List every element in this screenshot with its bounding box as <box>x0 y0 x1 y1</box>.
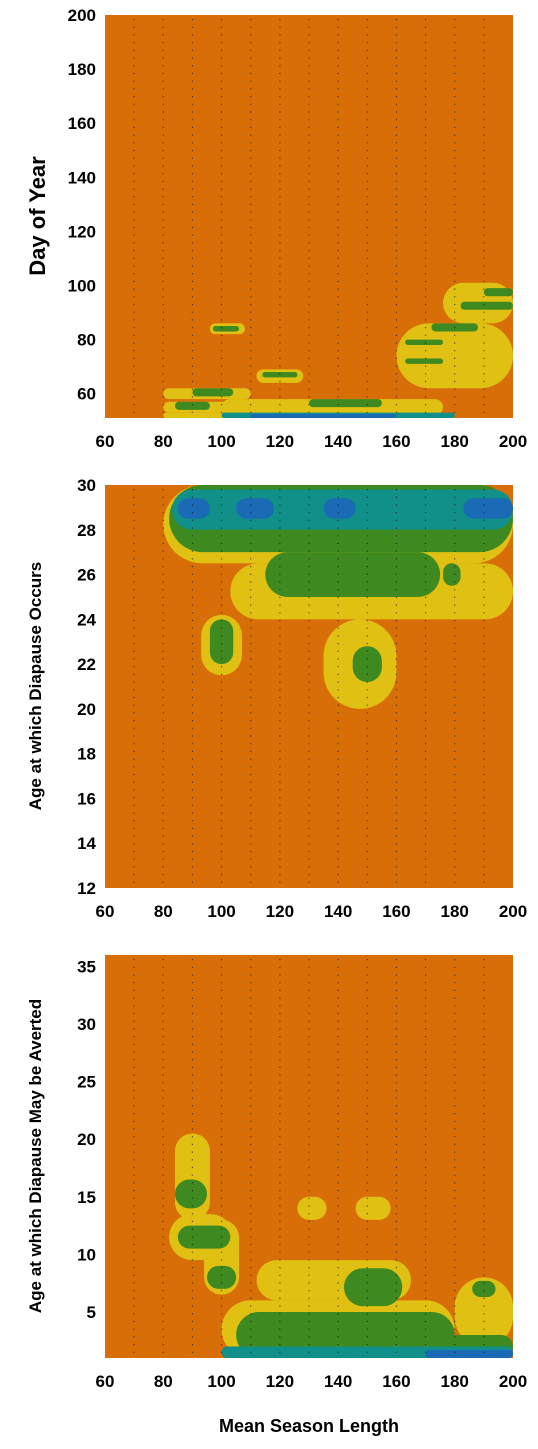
y-tick-label: 160 <box>68 114 96 133</box>
contour-region-mid <box>352 646 382 683</box>
x-tick-label: 160 <box>382 432 410 451</box>
y-tick-label: 60 <box>77 385 96 404</box>
y-tick-label: 20 <box>77 1130 96 1149</box>
contour-region-mid <box>207 1265 237 1289</box>
x-tick-label: 140 <box>324 1372 352 1391</box>
x-tick-label: 140 <box>324 432 352 451</box>
contour-region-low <box>396 323 513 389</box>
contour-region-mid <box>174 401 210 410</box>
y-axis-label-2: Age at which Diapause Occurs <box>26 562 45 810</box>
x-ticks-1: 60 80 100 120 140 160 180 200 <box>96 432 528 451</box>
y-tick-label: 5 <box>87 1303 96 1322</box>
y-tick-label: 14 <box>77 834 96 853</box>
x-tick-label: 80 <box>154 432 173 451</box>
contour-region-peak <box>236 498 275 519</box>
y-axis-label-1: Day of Year <box>25 156 50 276</box>
x-axis-label: Mean Season Length <box>219 1416 399 1436</box>
heatmap-regions-1 <box>163 282 513 418</box>
x-tick-label: 200 <box>499 432 527 451</box>
contour-region-mid <box>192 388 234 397</box>
contour-region-mid <box>309 399 382 408</box>
x-tick-label: 120 <box>266 432 294 451</box>
contour-region-low <box>454 1277 513 1347</box>
y-ticks-1: 60 80 100 120 140 160 180 200 <box>68 6 96 404</box>
y-tick-label: 24 <box>77 610 96 629</box>
y-tick-label: 12 <box>77 879 96 898</box>
y-tick-label: 30 <box>77 1015 96 1034</box>
contour-region-mid <box>262 372 298 378</box>
contour-region-mid <box>483 288 513 297</box>
contour-region-mid <box>343 1268 403 1307</box>
y-tick-label: 100 <box>68 276 96 295</box>
x-tick-label: 200 <box>499 1372 527 1391</box>
contour-region-low <box>355 1196 391 1220</box>
y-tick-label: 18 <box>77 745 96 764</box>
contour-region-peak <box>323 498 356 519</box>
panel-3: 60 80 100 120 140 160 180 200 5 10 15 20 25 30 35 Age… <box>26 955 527 1391</box>
x-tick-label: 120 <box>266 902 294 921</box>
x-tick-label: 100 <box>207 1372 235 1391</box>
contour-region-mid <box>460 301 513 310</box>
contour-region-mid <box>472 1280 496 1297</box>
contour-region-mid <box>177 1225 231 1249</box>
x-tick-label: 60 <box>96 432 115 451</box>
contour-region-peak <box>463 498 513 519</box>
y-tick-label: 200 <box>68 6 96 25</box>
contour-region-mid <box>174 1179 207 1209</box>
x-tick-label: 100 <box>207 902 235 921</box>
x-ticks-2: 60 80 100 120 140 160 180 200 <box>96 902 528 921</box>
y-tick-label: 120 <box>68 222 96 241</box>
y-tick-label: 26 <box>77 566 96 585</box>
y-tick-label: 25 <box>77 1073 96 1092</box>
x-tick-label: 60 <box>96 1372 115 1391</box>
x-tick-label: 60 <box>96 902 115 921</box>
contour-region-mid <box>405 358 444 364</box>
y-tick-label: 30 <box>77 476 96 495</box>
x-tick-label: 200 <box>499 902 527 921</box>
x-tick-label: 160 <box>382 1372 410 1391</box>
y-tick-label: 140 <box>68 168 96 187</box>
y-tick-label: 80 <box>77 331 96 350</box>
y-tick-label: 20 <box>77 700 96 719</box>
x-tick-label: 180 <box>441 1372 469 1391</box>
panel-1: 60 80 100 120 140 160 180 200 60 80 100 120 140 160 1… <box>25 6 527 451</box>
x-tick-label: 120 <box>266 1372 294 1391</box>
panel-2: 60 80 100 120 140 160 180 200 12 14 16 18 20 22 24 26 2… <box>26 476 527 921</box>
y-axis-label-3: Age at which Diapause May be Averted <box>26 999 45 1313</box>
y-tick-label: 35 <box>77 958 96 977</box>
x-tick-label: 80 <box>154 1372 173 1391</box>
x-tick-label: 100 <box>207 432 235 451</box>
x-tick-label: 160 <box>382 902 410 921</box>
x-tick-label: 180 <box>441 902 469 921</box>
contour-region-mid <box>443 563 461 586</box>
contour-region-low <box>297 1196 327 1220</box>
contour-region-mid <box>212 326 240 332</box>
contour-region-peak <box>250 413 397 418</box>
x-tick-label: 180 <box>441 432 469 451</box>
y-tick-label: 28 <box>77 521 96 540</box>
y-tick-label: 16 <box>77 789 96 808</box>
contour-region-mid <box>405 339 444 345</box>
x-ticks-3: 60 80 100 120 140 160 180 200 <box>96 1372 528 1391</box>
y-tick-label: 180 <box>68 60 96 79</box>
y-tick-label: 15 <box>77 1188 96 1207</box>
contour-region-mid <box>209 619 234 665</box>
contour-region-mid <box>265 552 441 597</box>
y-ticks-2: 12 14 16 18 20 22 24 26 28 30 <box>77 476 96 898</box>
y-tick-label: 10 <box>77 1245 96 1264</box>
contour-region-peak <box>425 1349 513 1358</box>
contour-region-peak <box>177 498 210 519</box>
y-tick-label: 22 <box>77 655 96 674</box>
x-tick-label: 80 <box>154 902 173 921</box>
y-ticks-3: 5 10 15 20 25 30 35 <box>77 958 96 1322</box>
x-tick-label: 140 <box>324 902 352 921</box>
